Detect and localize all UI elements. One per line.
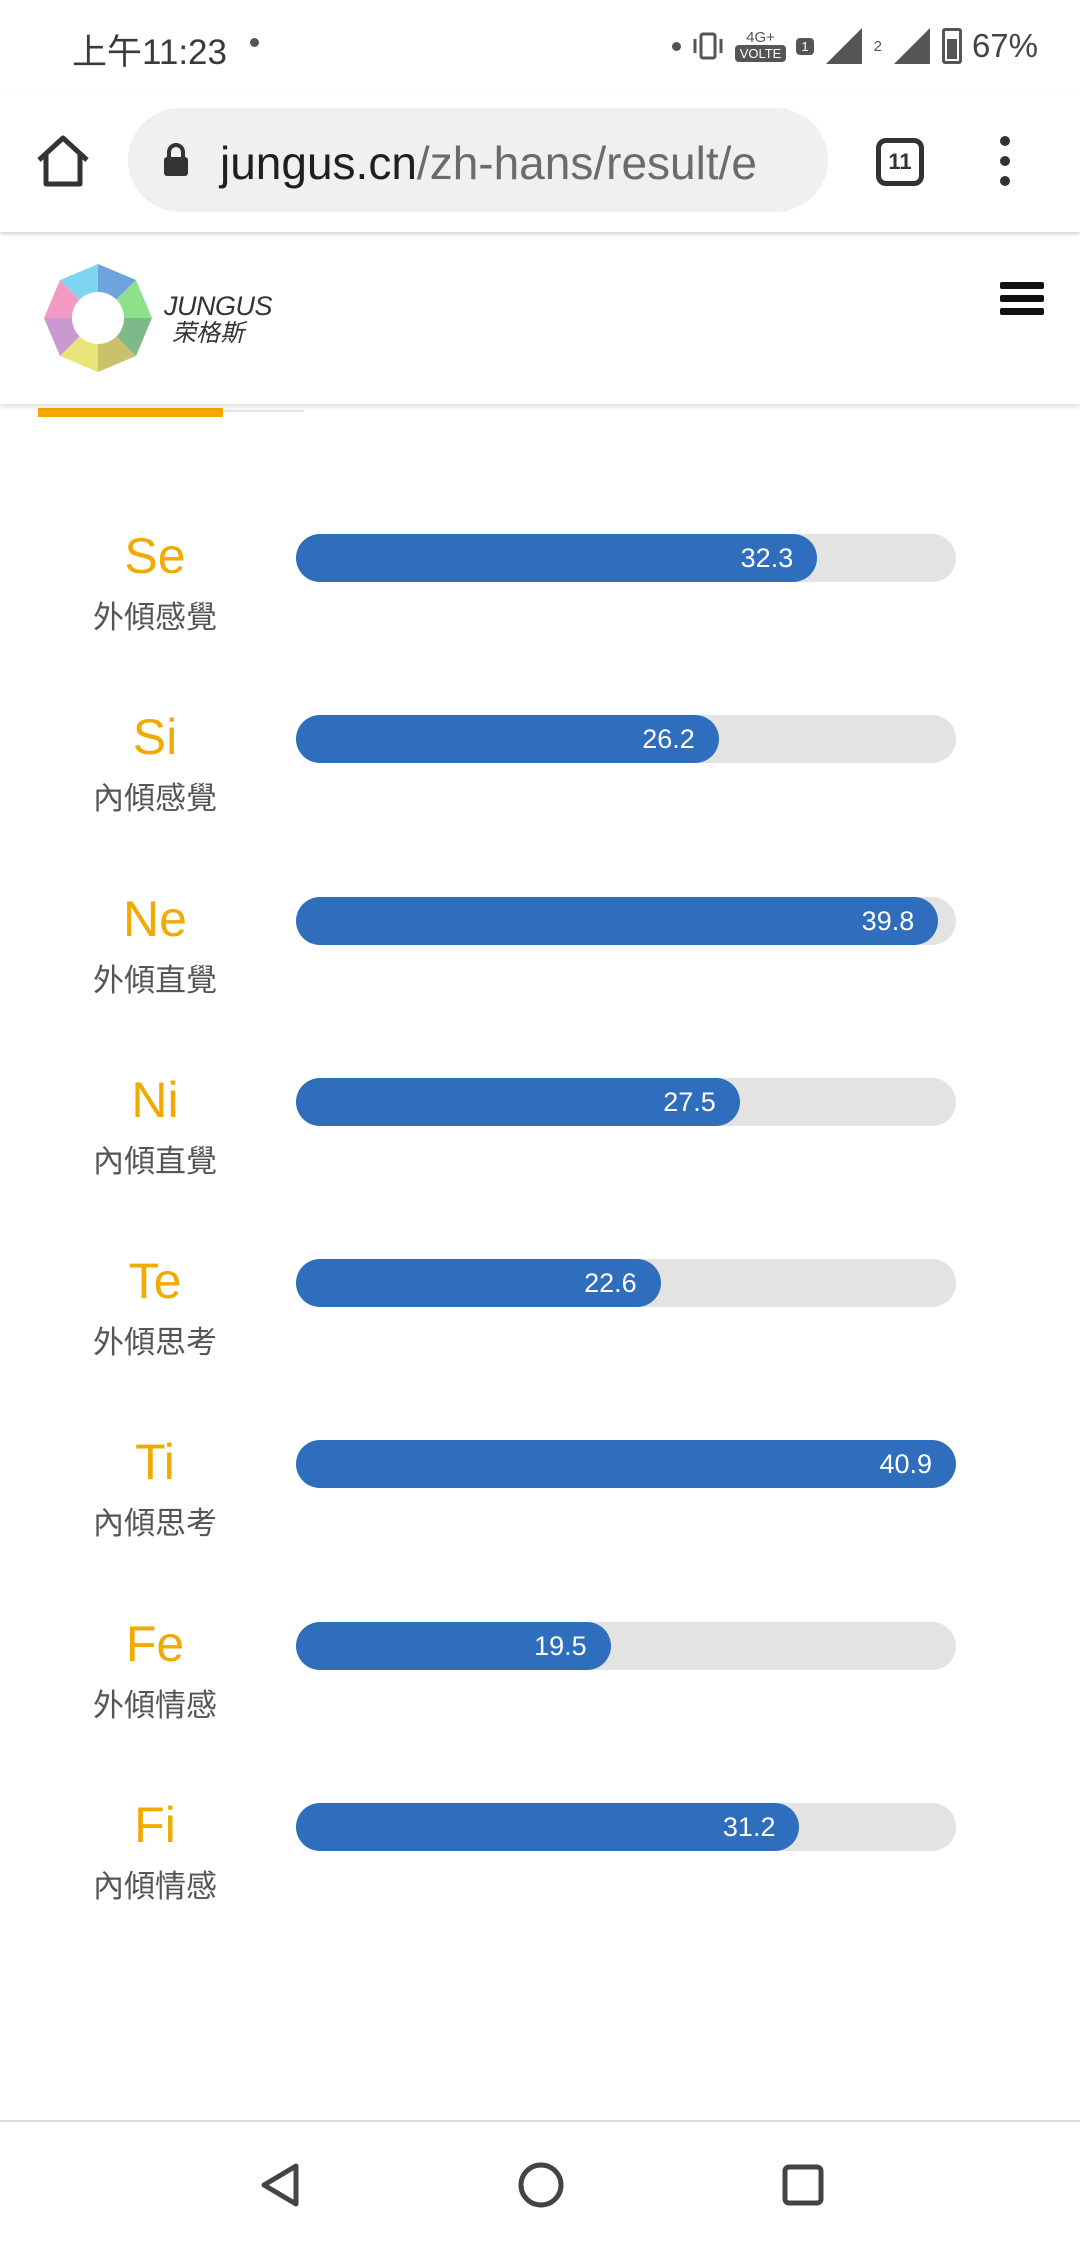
score-value: 39.8 — [861, 905, 915, 936]
function-row: Fe 外傾情感 19.5 — [0, 1588, 1080, 1769]
url-host: jungus.cn — [220, 137, 417, 189]
more-menu-icon[interactable] — [990, 136, 1020, 192]
active-tab-indicator — [38, 408, 223, 417]
function-row: Ni 內傾直覺 27.5 — [0, 1044, 1080, 1225]
logo-icon[interactable] — [42, 262, 154, 374]
function-row: Si 內傾感覺 26.2 — [0, 681, 1080, 862]
function-name: 外傾直覺 — [93, 962, 217, 998]
back-icon[interactable] — [254, 2158, 308, 2212]
score-bar-track: 26.2 — [296, 715, 956, 764]
signal-icon-sim1 — [825, 28, 862, 64]
score-bar-track: 39.8 — [296, 896, 956, 945]
score-value: 31.2 — [722, 1812, 776, 1843]
function-code: Fi — [134, 1797, 176, 1854]
cognitive-function-list: Se 外傾感覺 32.3 Si 內傾感覺 26.2 Ne 外傾直覺 39.8 Ni 內傾直覺 27.5… — [0, 500, 1080, 1950]
signal-icon-sim2 — [893, 28, 930, 64]
navigation-bar — [0, 2120, 1080, 2248]
score-bar-track: 32.3 — [296, 534, 956, 582]
function-name: 內傾感覺 — [93, 781, 217, 817]
function-code: Si — [132, 709, 178, 766]
logo-text[interactable]: JUNGUS 荣格斯 — [164, 291, 273, 348]
status-time: 上午11:23 — [72, 33, 227, 72]
hamburger-menu-icon[interactable] — [1000, 282, 1044, 320]
function-row: Ti 內傾思考 40.9 — [0, 1406, 1080, 1587]
score-bar-fill: 27.5 — [296, 1077, 740, 1126]
score-value: 40.9 — [879, 1449, 932, 1480]
function-code: Ni — [131, 1071, 179, 1128]
score-bar-track: 31.2 — [296, 1803, 956, 1852]
score-value: 26.2 — [642, 724, 695, 755]
sim1-label: 1 — [796, 37, 814, 55]
score-bar-track: 22.6 — [296, 1259, 956, 1308]
score-bar-track: 27.5 — [296, 1077, 956, 1126]
volte-label: VOLTE — [734, 45, 787, 62]
score-value: 32.3 — [740, 543, 794, 573]
network-type: 4G+ — [746, 29, 775, 46]
sim2-label: 2 — [873, 37, 882, 55]
function-row: Ne 外傾直覺 39.8 — [0, 863, 1080, 1044]
function-row: Te 外傾思考 22.6 — [0, 1225, 1080, 1406]
recent-apps-icon[interactable] — [776, 2158, 830, 2212]
score-bar-fill: 22.6 — [296, 1259, 661, 1308]
score-value: 22.6 — [584, 1268, 637, 1299]
browser-toolbar: jungus.cn/zh-hans/result/e 11 — [0, 92, 1080, 232]
score-bar-track: 40.9 — [296, 1440, 956, 1489]
function-name: 內傾情感 — [93, 1869, 217, 1905]
score-bar-fill: 40.9 — [296, 1440, 956, 1489]
status-dot — [671, 41, 681, 51]
battery-icon — [941, 28, 962, 64]
url-path: /zh-hans/result/e — [416, 137, 757, 189]
function-name: 內傾思考 — [93, 1506, 217, 1542]
score-bar-fill: 26.2 — [296, 715, 719, 764]
score-bar-fill: 31.2 — [296, 1803, 800, 1852]
notification-dot — [250, 38, 259, 47]
score-bar-fill: 32.3 — [296, 534, 818, 582]
function-code: Fe — [125, 1615, 185, 1672]
lock-icon — [164, 143, 188, 176]
function-name: 內傾直覺 — [93, 1143, 217, 1179]
vibrate-icon — [693, 32, 723, 60]
network-badge: 4G+ VOLTE — [734, 29, 787, 62]
score-bar-fill: 19.5 — [296, 1621, 611, 1670]
url-text: jungus.cn/zh-hans/result/e — [220, 136, 757, 190]
function-code: Se — [124, 528, 186, 584]
status-bar: 上午11:23 4G+ VOLTE 1 2 67% — [0, 0, 1080, 92]
score-bar-fill: 39.8 — [296, 896, 939, 945]
score-value: 27.5 — [663, 1086, 716, 1117]
logo-text-en: JUNGUS — [164, 291, 273, 321]
function-row: Fi 內傾情感 31.2 — [0, 1769, 1080, 1950]
status-icons: 4G+ VOLTE 1 2 67% — [671, 20, 1038, 72]
function-row: Se 外傾感覺 32.3 — [0, 500, 1080, 681]
score-value: 19.5 — [534, 1630, 587, 1661]
logo-text-zh: 荣格斯 — [172, 320, 244, 347]
home-icon[interactable] — [34, 132, 92, 190]
address-bar[interactable]: jungus.cn/zh-hans/result/e — [128, 108, 828, 212]
function-code: Ne — [123, 890, 187, 947]
function-code: Te — [128, 1253, 182, 1310]
function-name: 外傾思考 — [93, 1325, 217, 1361]
battery-percent: 67% — [971, 27, 1038, 64]
home-nav-icon[interactable] — [514, 2158, 568, 2212]
tab-switcher-button[interactable]: 11 — [876, 138, 924, 186]
function-name: 外傾感覺 — [93, 600, 217, 635]
function-name: 外傾情感 — [93, 1687, 217, 1723]
function-code: Ti — [135, 1434, 175, 1491]
score-bar-track: 19.5 — [296, 1621, 956, 1670]
site-header: JUNGUS 荣格斯 — [0, 232, 1080, 404]
